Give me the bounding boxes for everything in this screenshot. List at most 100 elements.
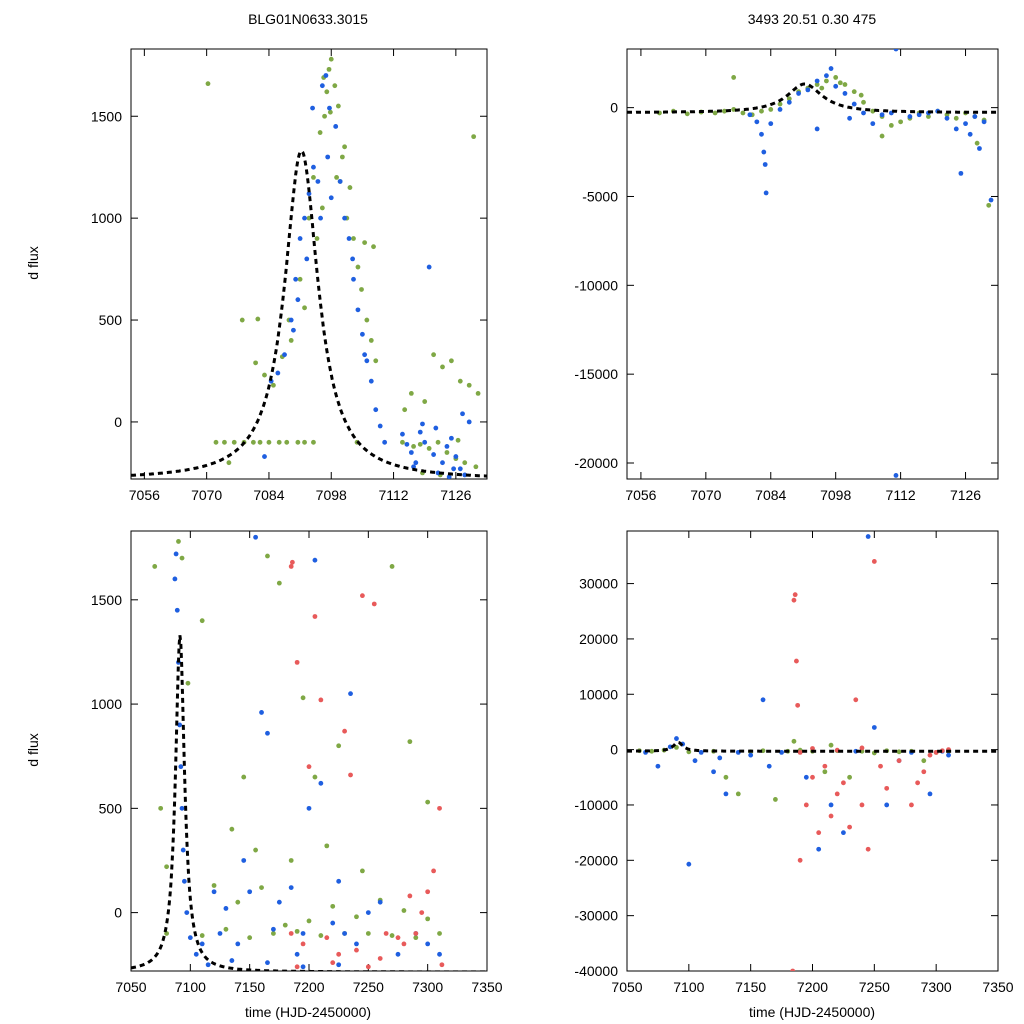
point-green	[407, 739, 413, 745]
y-tick-label: -40000	[574, 963, 618, 979]
point-red	[791, 597, 797, 603]
y-tick-label: -10000	[574, 277, 618, 293]
point-blue	[293, 276, 299, 282]
point-blue	[271, 926, 276, 932]
point-green	[814, 82, 820, 87]
x-tick-label: 7050	[611, 979, 642, 995]
point-blue	[178, 764, 184, 770]
point-green	[896, 749, 902, 755]
point-red	[828, 813, 834, 819]
point-blue	[182, 878, 187, 884]
point-green	[842, 82, 848, 87]
point-green	[833, 75, 839, 80]
point-green	[898, 119, 904, 125]
point-blue	[229, 958, 235, 963]
point-blue	[444, 443, 450, 449]
y-tick-label: -10000	[574, 797, 618, 813]
y-tick-label: 0	[610, 100, 618, 116]
point-red	[360, 593, 365, 599]
point-green	[311, 174, 316, 180]
point-blue	[302, 215, 307, 221]
x-tick-label: 7070	[690, 487, 721, 503]
point-green	[332, 83, 338, 89]
x-tick-label: 7084	[755, 487, 786, 503]
point-red	[395, 935, 401, 941]
point-red	[909, 802, 914, 808]
x-tick-label: 7150	[735, 979, 766, 995]
point-blue	[420, 421, 425, 427]
panel-bottom-left: 7050 7100 7150 7200 7250 7300 7350 0 500 1000 1500	[91, 530, 503, 995]
point-red	[377, 956, 383, 961]
point-blue	[404, 441, 410, 447]
point-red	[915, 780, 921, 786]
point-blue	[304, 256, 310, 262]
point-blue	[211, 889, 217, 895]
x-tick-label: 7084	[253, 487, 284, 503]
point-green	[324, 843, 330, 849]
point-red	[288, 931, 294, 936]
title-left: BLG01N0633.3015	[248, 11, 368, 27]
point-green	[858, 92, 864, 98]
point-blue	[328, 195, 334, 201]
y-tick-label: -20000	[574, 455, 618, 471]
point-blue	[865, 534, 871, 539]
point-blue	[275, 370, 281, 376]
point-blue	[413, 460, 419, 466]
point-green	[431, 352, 436, 358]
point-green	[475, 391, 481, 396]
point-blue	[312, 557, 318, 563]
point-blue	[907, 114, 913, 119]
point-green	[768, 107, 774, 112]
panel-bottom-right: 7050 7100 7150 7200 7250 7300 7350 30000 20000 10…	[574, 530, 1014, 995]
point-blue	[847, 115, 852, 121]
point-blue	[282, 352, 287, 358]
point-blue	[824, 73, 829, 79]
point-blue	[766, 763, 772, 769]
point-red	[878, 763, 883, 769]
point-green	[241, 774, 247, 780]
panel-top-right: 7056 7070 7084 7098 7112 7126 0 -5000 -10000 -150…	[574, 48, 999, 503]
model-curve	[627, 82, 998, 114]
point-red	[810, 774, 815, 780]
point-blue	[762, 162, 768, 167]
point-green	[425, 916, 431, 922]
x-tick-label: 7126	[950, 487, 981, 503]
point-blue	[217, 931, 223, 936]
point-green	[444, 450, 450, 455]
point-blue	[310, 105, 315, 111]
point-blue	[879, 112, 885, 118]
point-blue	[327, 105, 332, 111]
point-blue	[365, 910, 371, 916]
point-blue	[318, 780, 324, 786]
point-red	[407, 893, 413, 899]
x-tick-label: 7200	[797, 979, 828, 995]
point-blue	[297, 236, 303, 241]
point-blue	[382, 439, 388, 445]
point-blue	[981, 119, 987, 125]
point-green	[413, 935, 419, 941]
point-blue	[686, 861, 692, 867]
point-red	[896, 758, 902, 764]
point-red	[419, 910, 425, 916]
point-blue	[466, 419, 472, 425]
x-tick-label: 7098	[316, 487, 347, 503]
point-blue	[417, 429, 423, 435]
point-green	[455, 437, 461, 443]
point-blue	[763, 190, 769, 196]
point-red	[871, 559, 877, 564]
point-green	[974, 140, 980, 146]
point-blue	[433, 425, 439, 431]
point-blue	[842, 91, 848, 96]
point-green	[440, 364, 445, 370]
ylabel-bottom-left: d flux	[25, 733, 41, 766]
point-red	[439, 962, 445, 968]
point-green	[297, 276, 303, 282]
point-blue	[336, 962, 342, 968]
point-blue	[265, 960, 270, 966]
point-blue	[342, 215, 347, 221]
point-red	[289, 559, 295, 565]
point-blue	[759, 131, 764, 137]
point-blue	[988, 197, 994, 203]
point-green	[300, 695, 306, 701]
point-green	[284, 439, 290, 445]
